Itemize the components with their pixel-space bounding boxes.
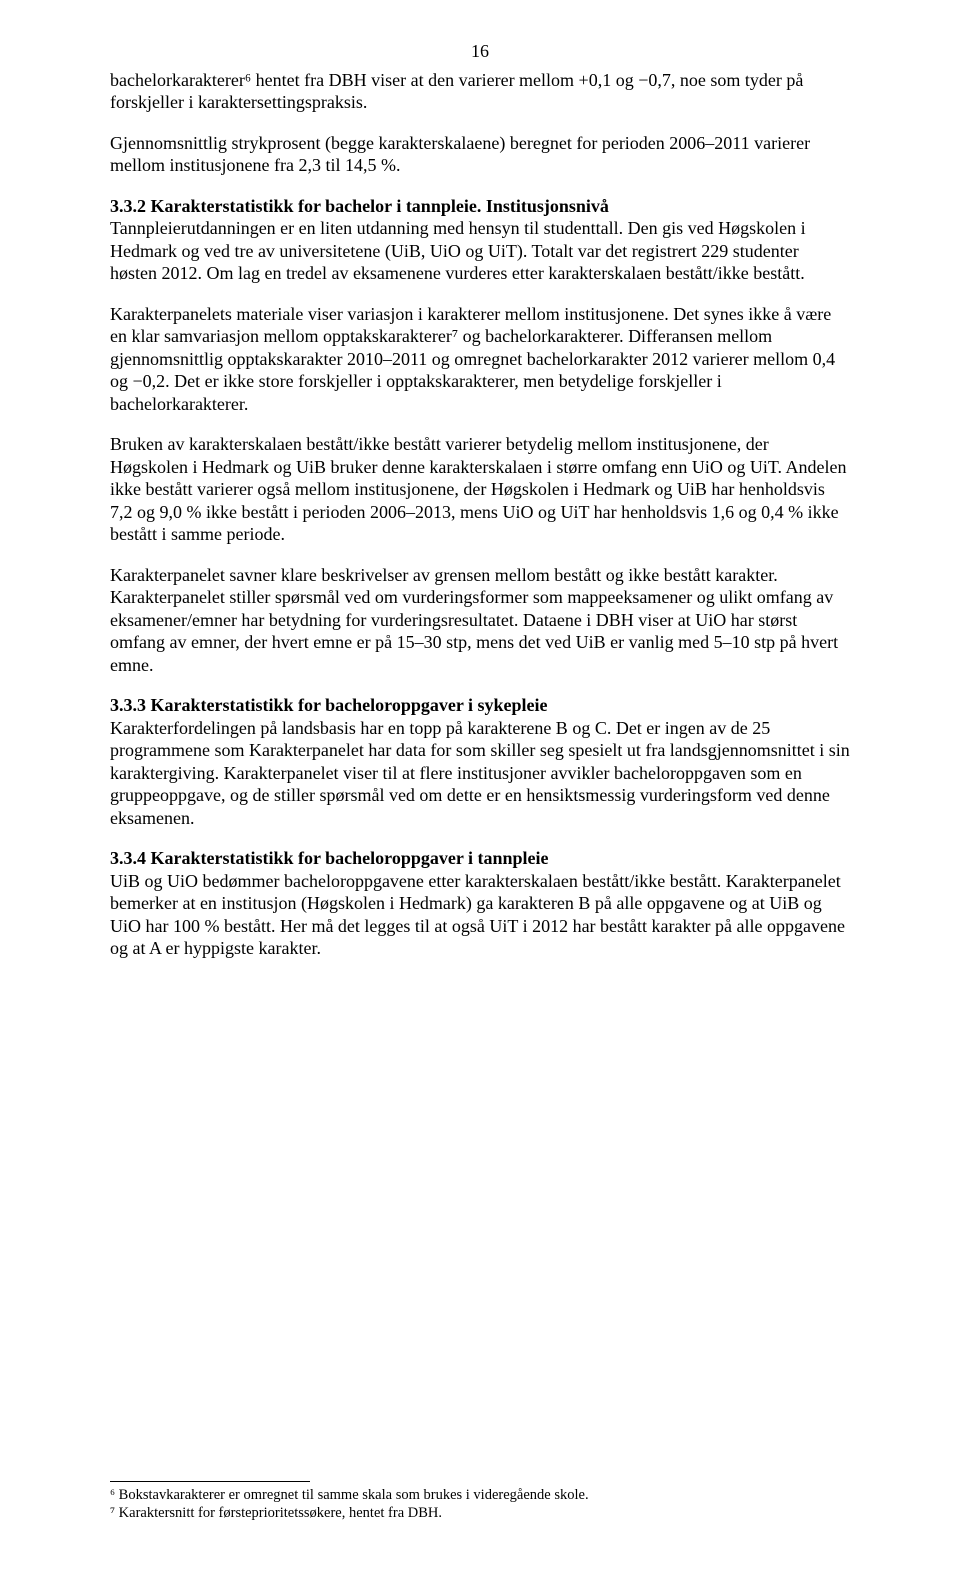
footnotes: ⁶ Bokstavkarakterer er omregnet til samm… <box>110 1481 850 1522</box>
paragraph: bachelorkarakterer⁶ hentet fra DBH viser… <box>110 69 850 114</box>
section-heading: 3.3.3 Karakterstatistikk for bacheloropp… <box>110 695 547 715</box>
section-332: 3.3.2 Karakterstatistikk for bachelor i … <box>110 195 850 285</box>
document-page: 16 bachelorkarakterer⁶ hentet fra DBH vi… <box>0 0 960 1570</box>
section-334: 3.3.4 Karakterstatistikk for bacheloropp… <box>110 847 850 960</box>
section-body: Karakterfordelingen på landsbasis har en… <box>110 718 850 828</box>
paragraph: Bruken av karakterskalaen bestått/ikke b… <box>110 433 850 546</box>
paragraph: Karakterpanelet savner klare beskrivelse… <box>110 564 850 677</box>
section-heading: 3.3.4 Karakterstatistikk for bacheloropp… <box>110 848 549 868</box>
section-heading: 3.3.2 Karakterstatistikk for bachelor i … <box>110 196 609 216</box>
footnote-7: ⁷ Karaktersnitt for førsteprioritetssøke… <box>110 1504 850 1522</box>
footnote-6: ⁶ Bokstavkarakterer er omregnet til samm… <box>110 1486 850 1504</box>
page-number: 16 <box>110 40 850 63</box>
footnote-rule <box>110 1481 310 1482</box>
section-333: 3.3.3 Karakterstatistikk for bacheloropp… <box>110 694 850 829</box>
section-body: UiB og UiO bedømmer bacheloroppgavene et… <box>110 871 845 959</box>
section-body: Tannpleierutdanningen er en liten utdann… <box>110 218 806 283</box>
paragraph: Gjennomsnittlig strykprosent (begge kara… <box>110 132 850 177</box>
paragraph: Karakterpanelets materiale viser variasj… <box>110 303 850 416</box>
